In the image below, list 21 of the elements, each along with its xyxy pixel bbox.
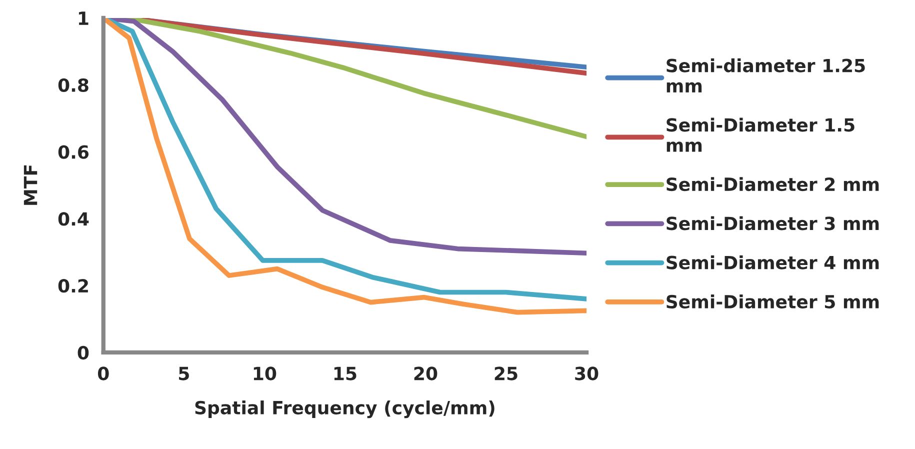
y-tick-label: 0.6 xyxy=(58,145,89,159)
legend-label: Semi-diameter 1.25 mm xyxy=(666,58,865,92)
legend-label: Semi-Diameter 1.5 mm xyxy=(666,118,854,152)
legend-label: Semi-Diameter 2 mm xyxy=(666,177,879,192)
y-tick-label: 0.8 xyxy=(58,78,88,92)
x-tick-label: 25 xyxy=(494,366,518,380)
y-tick-label: 0 xyxy=(78,346,89,360)
x-axis-title: Spatial Frequency (cycle/mm) xyxy=(195,400,494,418)
x-tick-label: 15 xyxy=(334,366,356,380)
y-tick-label: 1 xyxy=(78,12,88,25)
legend-label: Semi-Diameter 5 mm xyxy=(666,294,879,309)
legend-label: Semi-Diameter 3 mm xyxy=(666,216,879,230)
x-tick-label: 5 xyxy=(179,366,189,380)
legend-label: Semi-Diameter 4 mm xyxy=(666,255,879,270)
y-tick-label: 0.2 xyxy=(58,279,88,293)
y-axis-title: MTF xyxy=(24,165,38,205)
x-tick-label: 20 xyxy=(414,366,438,380)
y-tick-label: 0.4 xyxy=(58,212,89,226)
x-tick-label: 0 xyxy=(98,366,109,380)
x-tick-label: 10 xyxy=(254,366,276,380)
x-tick-label: 30 xyxy=(575,366,598,380)
